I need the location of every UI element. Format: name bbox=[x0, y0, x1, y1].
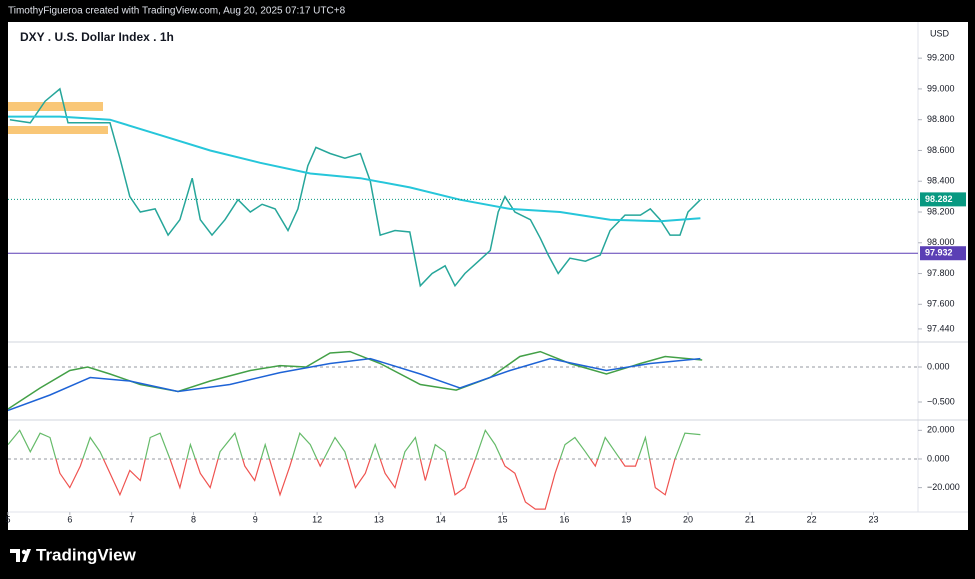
level-tag bbox=[920, 246, 966, 261]
brand: TradingView bbox=[36, 545, 137, 564]
chart-title: DXY . U.S. Dollar Index . 1h bbox=[20, 30, 174, 44]
credit: TimothyFigueroa created with TradingView… bbox=[8, 6, 346, 17]
x-tick-label: 23 bbox=[868, 514, 878, 524]
y-tick-label: 20.000 bbox=[927, 425, 955, 435]
y-tick-label: 98.400 bbox=[927, 176, 955, 186]
y-tick-label: −0.500 bbox=[927, 396, 955, 406]
y-tick-label: 99.200 bbox=[927, 53, 955, 63]
x-tick-label: 14 bbox=[436, 514, 446, 524]
x-tick-label: 13 bbox=[374, 514, 384, 524]
oscillator-line bbox=[55, 458, 676, 510]
x-tick-label: 21 bbox=[745, 514, 755, 524]
x-tick-label: 12 bbox=[312, 514, 322, 524]
y-tick-label: 99.000 bbox=[927, 83, 955, 93]
logo bbox=[10, 549, 31, 562]
x-tick-label: 9 bbox=[253, 514, 258, 524]
y-tick-label: 98.600 bbox=[927, 145, 955, 155]
series-line bbox=[8, 115, 701, 223]
series-line bbox=[8, 350, 703, 410]
x-tick-label: 6 bbox=[67, 514, 72, 524]
last-price-tag bbox=[920, 192, 966, 207]
zone-box bbox=[8, 102, 103, 111]
x-tick-label: 5 bbox=[5, 514, 10, 524]
series-line bbox=[9, 87, 701, 288]
x-tick-label: 7 bbox=[129, 514, 134, 524]
y-tick-label: 0.000 bbox=[927, 361, 950, 371]
y-tick-label: −20.000 bbox=[927, 482, 960, 492]
x-tick-label: 22 bbox=[807, 514, 817, 524]
y-tick-label: 97.440 bbox=[927, 323, 955, 333]
last-price-label: 98.282 bbox=[925, 194, 953, 204]
y-tick-label: 97.600 bbox=[927, 299, 955, 309]
x-tick-label: 8 bbox=[191, 514, 196, 524]
series-line bbox=[8, 357, 701, 412]
chart-area bbox=[8, 22, 968, 530]
y-tick-label: 98.200 bbox=[927, 206, 955, 216]
x-tick-label: 16 bbox=[559, 514, 569, 524]
y-tick-label: 97.800 bbox=[927, 268, 955, 278]
axis-unit: USD bbox=[930, 28, 950, 38]
x-tick-label: 15 bbox=[498, 514, 508, 524]
level-label: 97.932 bbox=[925, 248, 953, 258]
x-tick-label: 19 bbox=[621, 514, 631, 524]
zone-box bbox=[8, 126, 108, 134]
plot bbox=[8, 87, 918, 510]
y-tick-label: 98.800 bbox=[927, 114, 955, 124]
y-tick-label: 0.000 bbox=[927, 453, 950, 463]
x-tick-label: 20 bbox=[683, 514, 693, 524]
oscillator-line bbox=[8, 428, 701, 459]
y-tick-label: 98.000 bbox=[927, 237, 955, 247]
